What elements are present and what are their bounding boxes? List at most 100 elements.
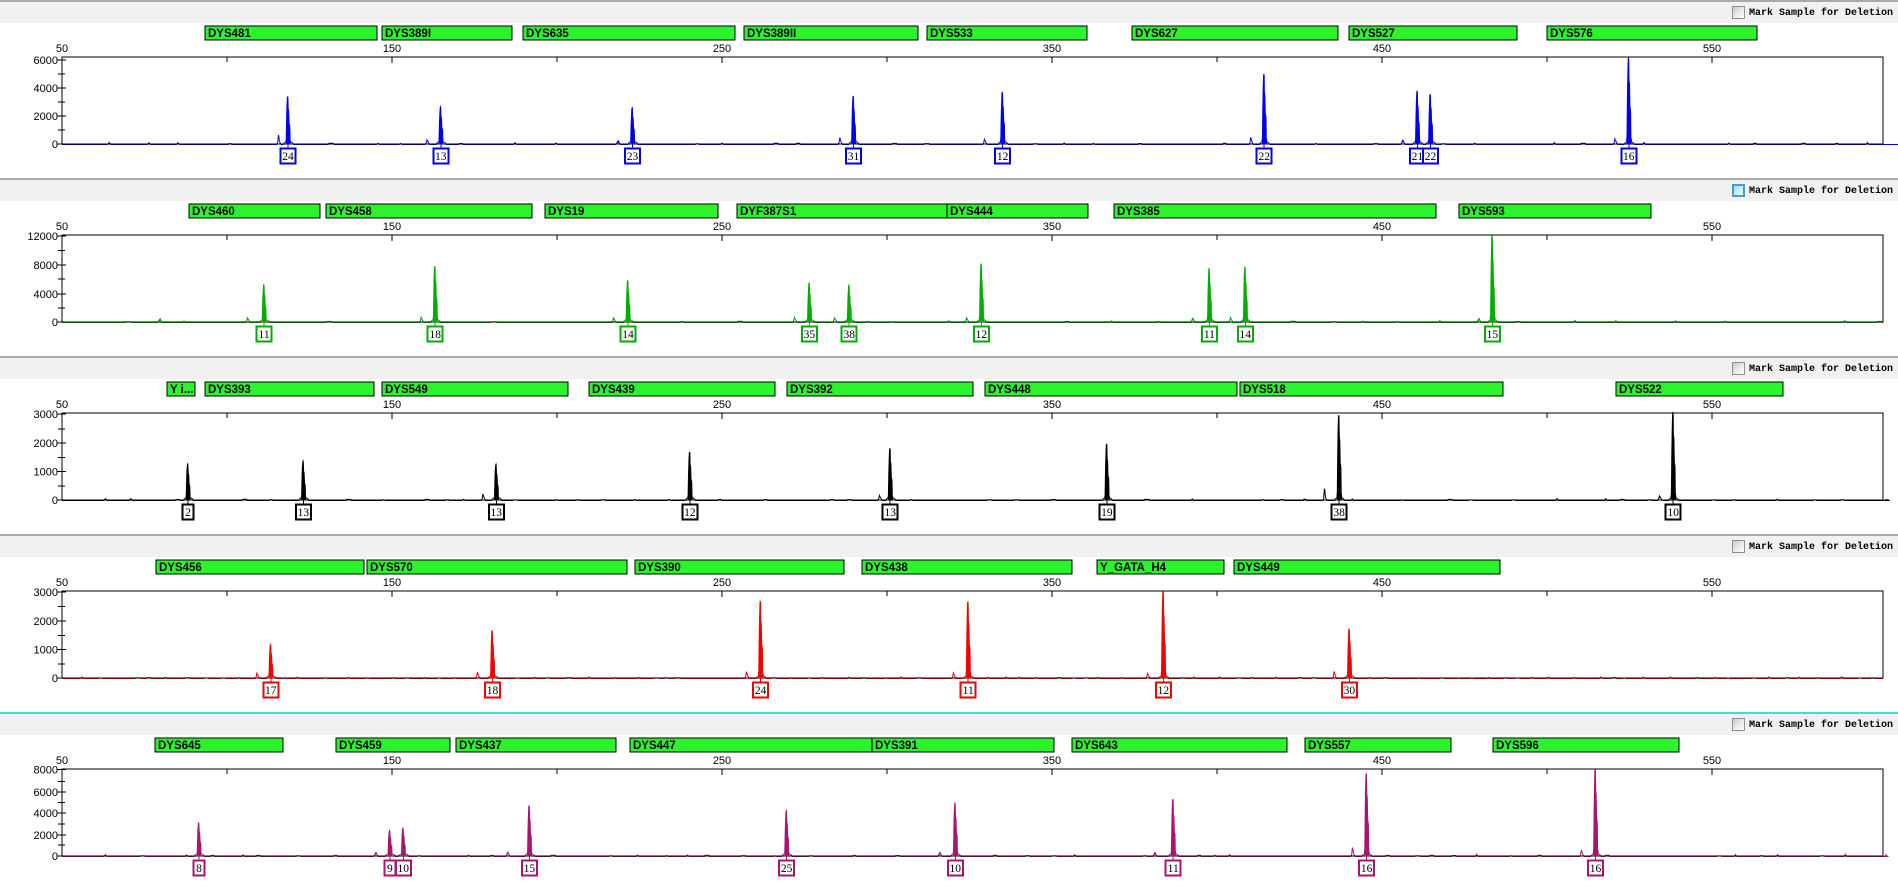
svg-text:2000: 2000: [34, 438, 58, 450]
svg-text:DYS392: DYS392: [790, 384, 833, 396]
svg-text:19: 19: [1101, 507, 1113, 519]
svg-text:350: 350: [1043, 577, 1061, 589]
svg-text:15: 15: [524, 863, 536, 875]
svg-text:38: 38: [843, 329, 855, 341]
svg-text:0: 0: [52, 673, 58, 685]
svg-text:550: 550: [1703, 577, 1721, 589]
svg-text:1000: 1000: [34, 467, 58, 479]
svg-text:DYS527: DYS527: [1352, 28, 1395, 40]
svg-text:DYS390: DYS390: [638, 562, 681, 574]
svg-text:450: 450: [1373, 399, 1391, 411]
svg-text:11: 11: [963, 685, 974, 697]
svg-text:0: 0: [52, 139, 58, 151]
svg-text:10: 10: [1667, 507, 1679, 519]
svg-text:12: 12: [997, 151, 1009, 163]
svg-text:DYS447: DYS447: [633, 740, 676, 752]
svg-text:Y i...: Y i...: [170, 384, 193, 396]
svg-text:14: 14: [622, 329, 634, 341]
svg-text:12: 12: [1158, 685, 1170, 697]
svg-text:DYS19: DYS19: [548, 206, 584, 218]
svg-text:3000: 3000: [34, 409, 58, 421]
svg-text:350: 350: [1043, 755, 1061, 767]
svg-text:DYS549: DYS549: [385, 384, 428, 396]
svg-text:150: 150: [383, 755, 401, 767]
svg-text:DYS627: DYS627: [1135, 28, 1178, 40]
svg-text:550: 550: [1703, 399, 1721, 411]
svg-text:DYS643: DYS643: [1075, 740, 1118, 752]
svg-text:DYS448: DYS448: [988, 384, 1031, 396]
svg-text:31: 31: [848, 151, 860, 163]
svg-text:11: 11: [1204, 329, 1215, 341]
svg-text:15: 15: [1487, 329, 1499, 341]
svg-text:DYS570: DYS570: [370, 562, 413, 574]
svg-text:DYS635: DYS635: [526, 28, 569, 40]
svg-text:11: 11: [1168, 863, 1179, 875]
svg-text:3000: 3000: [34, 587, 58, 599]
svg-text:13: 13: [435, 151, 447, 163]
svg-text:50: 50: [56, 43, 68, 55]
svg-text:DYS557: DYS557: [1308, 740, 1351, 752]
svg-text:350: 350: [1043, 399, 1061, 411]
svg-text:10: 10: [398, 863, 410, 875]
svg-text:16: 16: [1590, 863, 1602, 875]
svg-text:18: 18: [429, 329, 441, 341]
svg-text:150: 150: [383, 43, 401, 55]
svg-text:DYS439: DYS439: [592, 384, 635, 396]
svg-text:250: 250: [713, 43, 731, 55]
svg-text:DYS459: DYS459: [339, 740, 382, 752]
svg-text:250: 250: [713, 399, 731, 411]
svg-text:9: 9: [387, 863, 393, 875]
svg-text:DYS533: DYS533: [930, 28, 973, 40]
svg-text:50: 50: [56, 577, 68, 589]
svg-text:DYS456: DYS456: [159, 562, 202, 574]
svg-text:50: 50: [56, 755, 68, 767]
svg-text:50: 50: [56, 221, 68, 233]
svg-text:550: 550: [1703, 221, 1721, 233]
svg-text:0: 0: [52, 851, 58, 863]
svg-text:150: 150: [383, 399, 401, 411]
svg-text:25: 25: [781, 863, 793, 875]
svg-text:10: 10: [950, 863, 962, 875]
svg-text:DYS391: DYS391: [875, 740, 918, 752]
svg-text:16: 16: [1361, 863, 1373, 875]
svg-text:DYS460: DYS460: [192, 206, 235, 218]
svg-text:DYS393: DYS393: [208, 384, 251, 396]
svg-text:35: 35: [804, 329, 816, 341]
svg-text:DYS458: DYS458: [329, 206, 372, 218]
svg-text:550: 550: [1703, 43, 1721, 55]
svg-text:DYS645: DYS645: [158, 740, 201, 752]
svg-text:DYS522: DYS522: [1619, 384, 1662, 396]
svg-text:8000: 8000: [34, 260, 58, 272]
svg-text:4000: 4000: [34, 83, 58, 95]
svg-text:450: 450: [1373, 43, 1391, 55]
svg-text:DYS593: DYS593: [1462, 206, 1505, 218]
svg-text:8000: 8000: [34, 764, 58, 776]
svg-text:6000: 6000: [34, 55, 58, 67]
svg-text:DYS389II: DYS389II: [747, 28, 796, 40]
svg-text:450: 450: [1373, 577, 1391, 589]
svg-text:23: 23: [627, 151, 639, 163]
svg-text:14: 14: [1240, 329, 1252, 341]
svg-text:2000: 2000: [34, 111, 58, 123]
svg-text:Y_GATA_H4: Y_GATA_H4: [1100, 562, 1167, 574]
svg-text:50: 50: [56, 399, 68, 411]
svg-text:250: 250: [713, 577, 731, 589]
svg-text:24: 24: [282, 151, 294, 163]
svg-text:21: 21: [1412, 151, 1424, 163]
svg-text:12: 12: [684, 507, 696, 519]
svg-text:17: 17: [265, 685, 277, 697]
svg-text:22: 22: [1425, 151, 1437, 163]
svg-text:2000: 2000: [34, 830, 58, 842]
svg-text:6000: 6000: [34, 787, 58, 799]
svg-text:DYS389I: DYS389I: [385, 28, 431, 40]
svg-text:DYS437: DYS437: [459, 740, 502, 752]
svg-text:30: 30: [1344, 685, 1356, 697]
svg-text:0: 0: [52, 317, 58, 329]
svg-text:13: 13: [491, 507, 503, 519]
svg-text:12: 12: [976, 329, 988, 341]
svg-text:DYF387S1: DYF387S1: [740, 206, 797, 218]
svg-text:4000: 4000: [34, 289, 58, 301]
svg-text:DYS449: DYS449: [1237, 562, 1280, 574]
svg-text:8: 8: [196, 863, 202, 875]
svg-text:13: 13: [298, 507, 310, 519]
